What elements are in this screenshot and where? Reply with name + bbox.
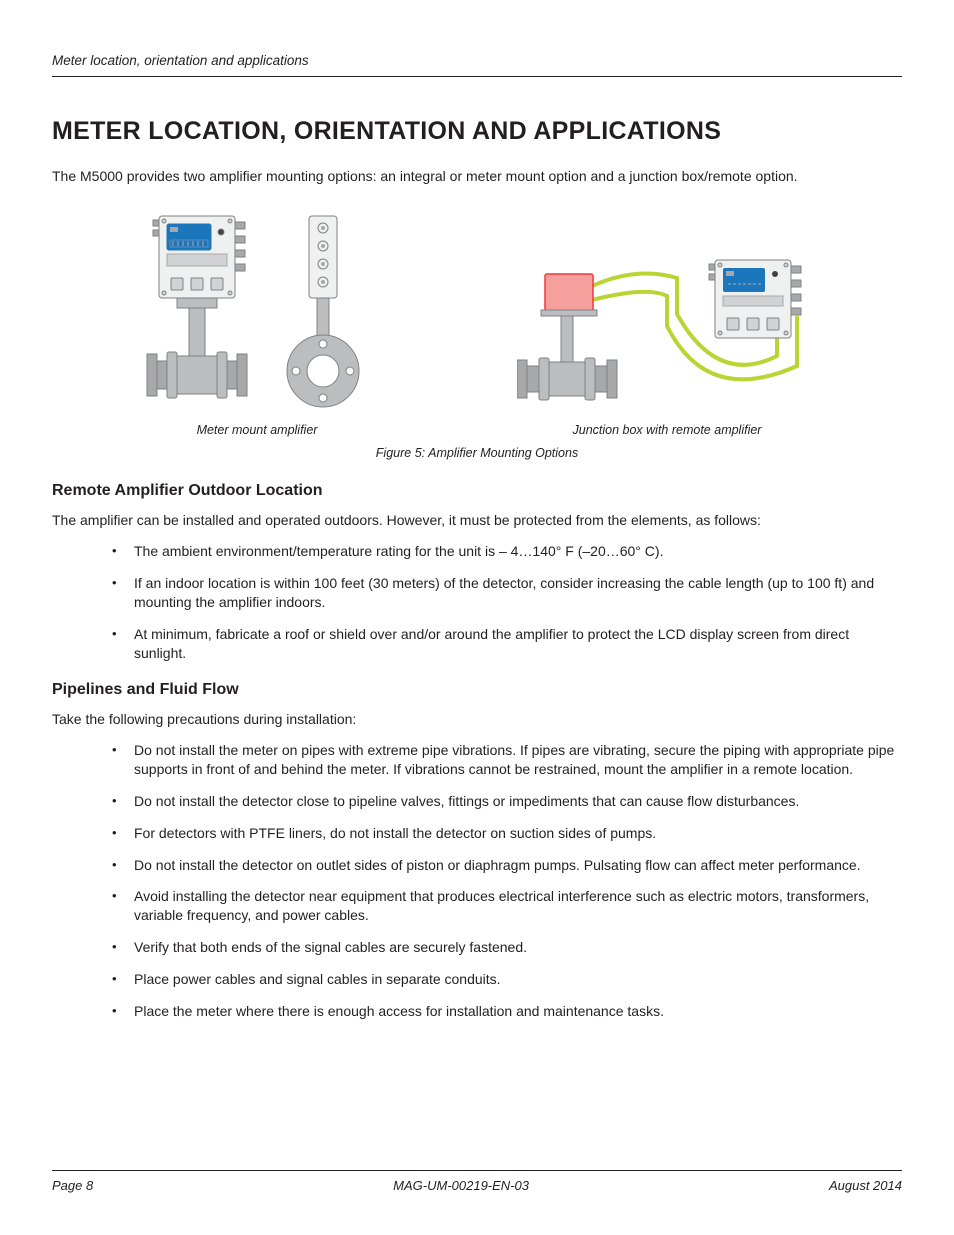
figure-main-caption: Figure 5: Amplifier Mounting Options (52, 445, 902, 462)
section1-lead: The amplifier can be installed and opera… (52, 511, 902, 530)
figure-right: Junction box with remote amplifier (517, 206, 817, 439)
section1-list: The ambient environment/temperature rati… (52, 542, 902, 662)
list-item: Do not install the detector on outlet si… (112, 856, 902, 875)
figure-row: Meter mount amplifier (52, 206, 902, 439)
figure-left-caption: Meter mount amplifier (137, 422, 377, 439)
list-item: Place the meter where there is enough ac… (112, 1002, 902, 1021)
section1-heading: Remote Amplifier Outdoor Location (52, 480, 902, 502)
list-item: If an indoor location is within 100 feet… (112, 574, 902, 612)
list-item: The ambient environment/temperature rati… (112, 542, 902, 561)
list-item: Verify that both ends of the signal cabl… (112, 938, 902, 957)
figure-right-caption: Junction box with remote amplifier (517, 422, 817, 439)
page-footer: Page 8 MAG-UM-00219-EN-03 August 2014 (52, 1170, 902, 1195)
footer-page: Page 8 (52, 1177, 93, 1195)
footer-date: August 2014 (829, 1177, 902, 1195)
junction-box-diagram (517, 256, 817, 416)
section2-lead: Take the following precautions during in… (52, 710, 902, 729)
list-item: Place power cables and signal cables in … (112, 970, 902, 989)
footer-docid: MAG-UM-00219-EN-03 (393, 1177, 529, 1195)
list-item: At minimum, fabricate a roof or shield o… (112, 625, 902, 663)
list-item: For detectors with PTFE liners, do not i… (112, 824, 902, 843)
meter-mount-diagram (137, 206, 377, 416)
section2-list: Do not install the meter on pipes with e… (52, 741, 902, 1021)
list-item: Do not install the meter on pipes with e… (112, 741, 902, 779)
list-item: Do not install the detector close to pip… (112, 792, 902, 811)
page-title: METER LOCATION, ORIENTATION AND APPLICAT… (52, 115, 902, 149)
intro-paragraph: The M5000 provides two amplifier mountin… (52, 167, 902, 186)
list-item: Avoid installing the detector near equip… (112, 887, 902, 925)
running-head: Meter location, orientation and applicat… (52, 52, 902, 77)
figure-left: Meter mount amplifier (137, 206, 377, 439)
section2-heading: Pipelines and Fluid Flow (52, 679, 902, 701)
